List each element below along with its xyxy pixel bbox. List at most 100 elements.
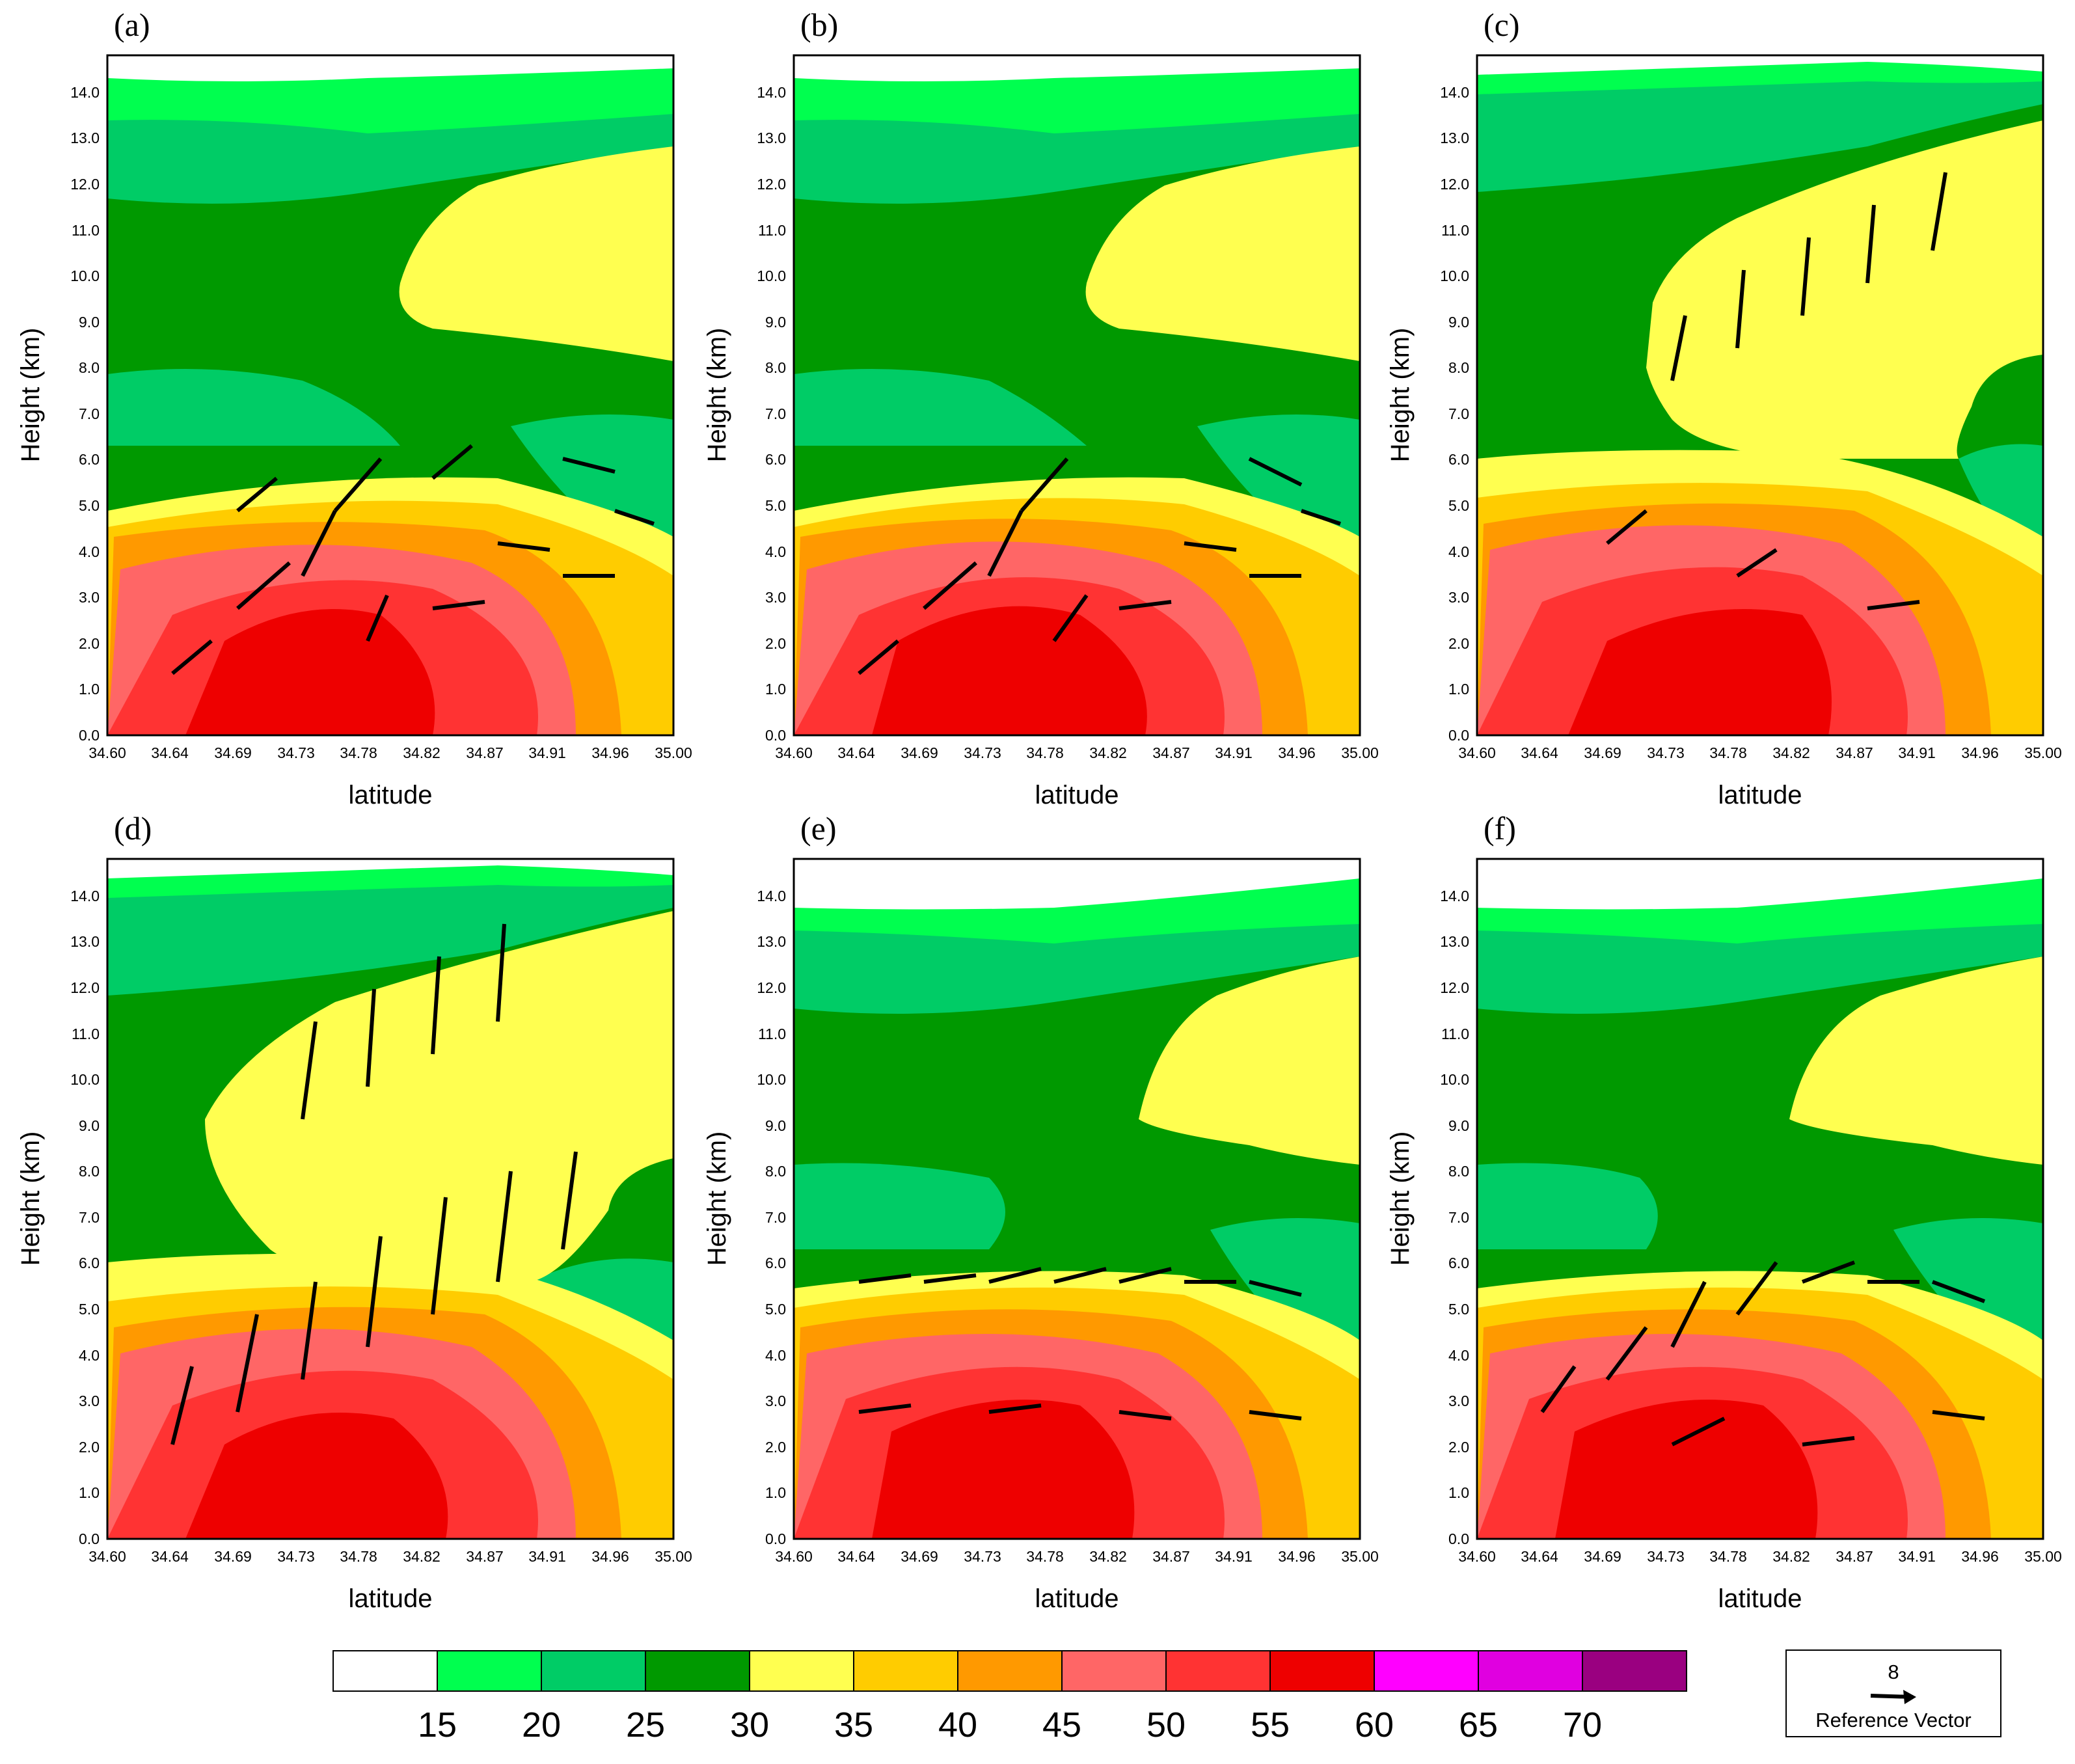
colorbar-label: 15 bbox=[418, 1705, 457, 1744]
tick-label: 13.0 bbox=[1440, 129, 1469, 146]
tick-label: 2.0 bbox=[765, 635, 786, 652]
tick-label: 7.0 bbox=[1448, 405, 1469, 422]
tick-label: 34.91 bbox=[1215, 744, 1253, 761]
tick-label: 14.0 bbox=[1440, 84, 1469, 101]
tick-label: 3.0 bbox=[1448, 589, 1469, 606]
reference-arrowhead-icon bbox=[1903, 1690, 1916, 1704]
colorbar-label: 40 bbox=[938, 1705, 977, 1744]
tick-label: 4.0 bbox=[765, 543, 786, 560]
tick-label: 8.0 bbox=[765, 359, 786, 376]
tick-label: 35.00 bbox=[1341, 744, 1379, 761]
tick-label: 34.64 bbox=[151, 1548, 189, 1565]
tick-label: 6.0 bbox=[79, 451, 100, 468]
tick-label: 34.73 bbox=[277, 1548, 315, 1565]
tick-label: 34.60 bbox=[1458, 744, 1496, 761]
panel-d: 34.60 34.64 34.69 34.73 34.78 34.82 34.8… bbox=[16, 810, 692, 1613]
tick-label: 34.78 bbox=[1026, 744, 1064, 761]
tick-label: 7.0 bbox=[79, 1209, 100, 1226]
tick-label: 34.87 bbox=[1152, 744, 1190, 761]
tick-label: 10.0 bbox=[70, 1071, 100, 1088]
panel-e: 34.60 34.64 34.69 34.73 34.78 34.82 34.8… bbox=[703, 810, 1379, 1613]
colorbar-swatch bbox=[853, 1650, 958, 1692]
tick-label: 34.78 bbox=[1026, 1548, 1064, 1565]
tick-label: 11.0 bbox=[1441, 222, 1469, 239]
tick-label: 34.60 bbox=[775, 744, 813, 761]
tick-label: 34.82 bbox=[1772, 744, 1810, 761]
tick-label: 5.0 bbox=[1448, 1301, 1469, 1318]
colorbar-swatch bbox=[541, 1650, 646, 1692]
tick-label: 10.0 bbox=[757, 267, 786, 284]
tick-label: 34.64 bbox=[1521, 1548, 1558, 1565]
panel-label: (a) bbox=[114, 7, 150, 43]
x-axis-title: latitude bbox=[349, 1584, 433, 1613]
tick-label: 8.0 bbox=[765, 1163, 786, 1180]
tick-label: 3.0 bbox=[79, 1392, 100, 1409]
colorbar-label: 55 bbox=[1251, 1705, 1290, 1744]
colorbar-swatch bbox=[1582, 1650, 1687, 1692]
x-ticks: 34.60 34.64 34.69 34.73 34.78 34.82 34.8… bbox=[88, 744, 692, 761]
tick-label: 34.69 bbox=[1584, 1548, 1621, 1565]
tick-label: 4.0 bbox=[1448, 1347, 1469, 1364]
tick-label: 14.0 bbox=[757, 84, 786, 101]
tick-label: 1.0 bbox=[1448, 681, 1469, 698]
colorbar-label: 60 bbox=[1355, 1705, 1394, 1744]
colorbar-label: 70 bbox=[1563, 1705, 1602, 1744]
tick-label: 8.0 bbox=[79, 359, 100, 376]
tick-label: 7.0 bbox=[765, 1209, 786, 1226]
panel-label: (f) bbox=[1484, 810, 1516, 847]
colorbar-swatch bbox=[1374, 1650, 1479, 1692]
tick-label: 34.73 bbox=[964, 1548, 1001, 1565]
tick-label: 11.0 bbox=[72, 222, 100, 239]
colorbar-label: 25 bbox=[626, 1705, 665, 1744]
tick-label: 34.87 bbox=[1836, 1548, 1873, 1565]
tick-label: 34.96 bbox=[591, 744, 629, 761]
panel-f: 34.60 34.64 34.69 34.73 34.78 34.82 34.8… bbox=[1386, 810, 2062, 1613]
tick-label: 6.0 bbox=[765, 451, 786, 468]
tick-label: 13.0 bbox=[70, 129, 100, 146]
tick-label: 0.0 bbox=[765, 1530, 786, 1547]
colorbar-swatch bbox=[1269, 1650, 1375, 1692]
tick-label: 10.0 bbox=[1440, 1071, 1469, 1088]
tick-label: 34.78 bbox=[1709, 1548, 1747, 1565]
tick-label: 1.0 bbox=[765, 1484, 786, 1501]
tick-label: 4.0 bbox=[79, 1347, 100, 1364]
tick-label: 34.69 bbox=[214, 1548, 252, 1565]
tick-label: 6.0 bbox=[1448, 451, 1469, 468]
tick-label: 34.91 bbox=[1898, 1548, 1936, 1565]
colorbar: 15 20 25 30 35 40 45 50 55 60 65 70 bbox=[332, 1650, 1687, 1744]
tick-label: 8.0 bbox=[79, 1163, 100, 1180]
tick-label: 12.0 bbox=[1440, 979, 1469, 996]
colorbar-label: 20 bbox=[522, 1705, 561, 1744]
reference-vector: 8 Reference Vector bbox=[1785, 1649, 2001, 1737]
tick-label: 35.00 bbox=[2024, 744, 2062, 761]
tick-label: 0.0 bbox=[1448, 1530, 1469, 1547]
tick-label: 3.0 bbox=[765, 1392, 786, 1409]
tick-label: 9.0 bbox=[1448, 1117, 1469, 1134]
panel-label: (e) bbox=[800, 810, 837, 847]
x-ticks: 34.60 34.64 34.69 34.73 34.78 34.82 34.8… bbox=[1458, 1548, 2062, 1565]
colorbar-swatch bbox=[645, 1650, 750, 1692]
tick-label: 34.64 bbox=[837, 1548, 875, 1565]
tick-label: 12.0 bbox=[757, 176, 786, 193]
tick-label: 12.0 bbox=[70, 176, 100, 193]
y-axis-title: Height (km) bbox=[16, 328, 45, 463]
colorbar-label: 30 bbox=[730, 1705, 769, 1744]
colorbar-swatch bbox=[437, 1650, 542, 1692]
tick-label: 14.0 bbox=[757, 888, 786, 904]
x-axis-title: latitude bbox=[1718, 781, 1802, 809]
x-axis-title: latitude bbox=[1035, 1584, 1119, 1613]
tick-label: 34.96 bbox=[1961, 1548, 1999, 1565]
tick-label: 34.69 bbox=[214, 744, 252, 761]
tick-label: 34.60 bbox=[1458, 1548, 1496, 1565]
colorbar-swatch bbox=[957, 1650, 1063, 1692]
y-ticks: 0.0 1.0 2.0 3.0 4.0 5.0 6.0 7.0 8.0 9.0 … bbox=[1440, 888, 1469, 1547]
colorbar-label: 35 bbox=[834, 1705, 873, 1744]
tick-label: 12.0 bbox=[757, 979, 786, 996]
colorbar-swatch bbox=[1478, 1650, 1583, 1692]
tick-label: 34.91 bbox=[528, 1548, 566, 1565]
tick-label: 8.0 bbox=[1448, 1163, 1469, 1180]
panel-label: (d) bbox=[114, 810, 152, 847]
tick-label: 34.73 bbox=[964, 744, 1001, 761]
colorbar-swatch bbox=[1165, 1650, 1271, 1692]
